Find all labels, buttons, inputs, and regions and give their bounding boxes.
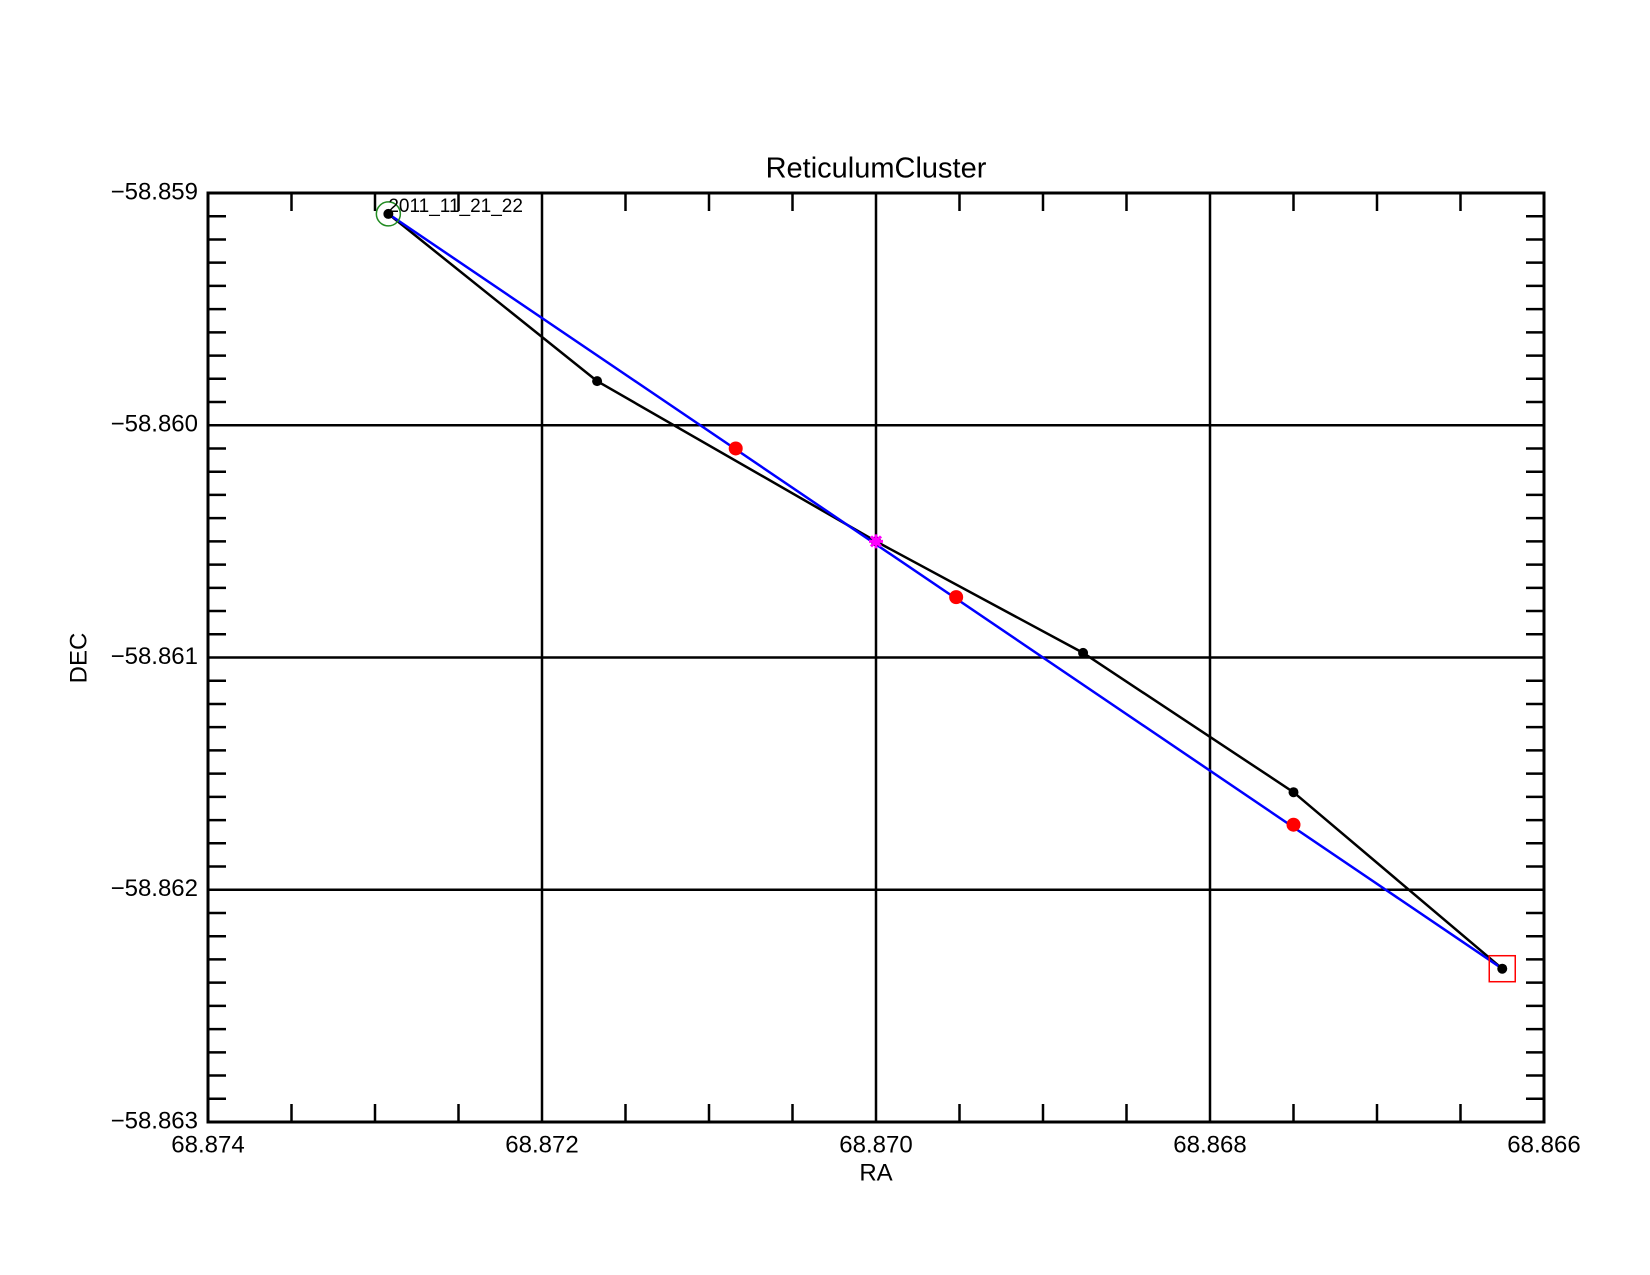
y-tick-label: −58.859 — [111, 178, 198, 205]
x-tick-label: 68.870 — [839, 1131, 912, 1158]
point — [949, 590, 964, 605]
point — [1497, 963, 1508, 974]
x-tick-label: 68.866 — [1507, 1131, 1580, 1158]
x-tick-label: 68.868 — [1173, 1131, 1246, 1158]
y-axis-label: DEC — [65, 633, 92, 684]
annotation: 2011_11_21_22 — [388, 196, 523, 217]
y-tick-label: −58.860 — [111, 411, 198, 438]
point — [1078, 647, 1089, 658]
x-tick-label: 68.872 — [505, 1131, 578, 1158]
point — [728, 441, 743, 456]
end-marker — [1488, 954, 1516, 983]
series-line — [387, 212, 1504, 970]
point — [383, 208, 394, 219]
point — [592, 376, 603, 387]
plot-frame — [206, 191, 1546, 1124]
x-tick-label: 68.874 — [171, 1131, 244, 1158]
star-marker — [869, 534, 883, 549]
chart-title: ReticulumCluster — [766, 153, 987, 185]
x-axis-label: RA — [859, 1159, 892, 1186]
y-tick-label: −58.863 — [111, 1107, 198, 1134]
point — [1288, 787, 1299, 798]
series-line — [387, 212, 1503, 970]
y-tick-label: −58.861 — [111, 643, 198, 670]
start-marker — [375, 201, 402, 227]
point — [1286, 817, 1301, 832]
y-tick-label: −58.862 — [111, 875, 198, 902]
